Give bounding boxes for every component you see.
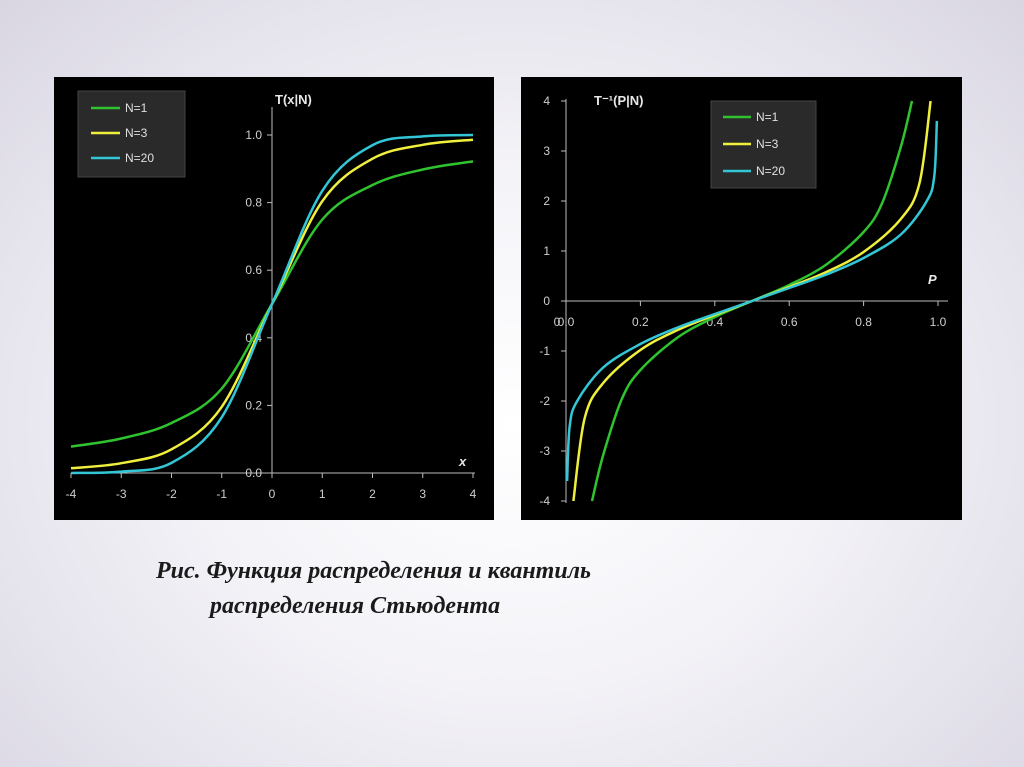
x-tick-label: -3	[116, 487, 127, 501]
y-tick-label: 0	[543, 294, 550, 308]
y-tick-label: 4	[543, 94, 550, 108]
x-tick-label: 1	[319, 487, 326, 501]
y-tick-label: -1	[539, 344, 550, 358]
y-tick-label: 1	[543, 244, 550, 258]
y-tick-label: 0.6	[245, 263, 262, 277]
y-tick-label: 0.0	[245, 466, 262, 480]
legend-label: N=20	[125, 151, 154, 165]
legend-label: N=3	[125, 126, 148, 140]
y-tick-label: 0.2	[245, 398, 262, 412]
x-tick-label: 1.0	[930, 315, 947, 329]
x-axis-label: P	[928, 272, 937, 287]
y-tick-label: 0.8	[245, 196, 262, 210]
x-tick-label: 3	[419, 487, 426, 501]
legend-label: N=1	[125, 101, 148, 115]
y-tick-label: -2	[539, 394, 550, 408]
x-tick-label: -2	[166, 487, 177, 501]
x-tick-label: 0	[269, 487, 276, 501]
x-tick-label: 2	[369, 487, 376, 501]
x-tick-label: -1	[216, 487, 227, 501]
chart-quantile-panel: -4 -3 -2 -1 0 1 2 3 4 0.0 0.2 0.4 0.6 0.8 1.0 0 T⁻¹(P|N)…	[521, 77, 962, 520]
x-origin-label: 0	[554, 315, 561, 329]
x-tick-label: 4	[470, 487, 477, 501]
y-tick-label: 2	[543, 194, 550, 208]
legend-label: N=20	[756, 164, 785, 178]
x-tick-label: -4	[66, 487, 77, 501]
legend-label: N=1	[756, 110, 779, 124]
figure-caption-line2: распределения Стьюдента	[210, 593, 501, 619]
y-tick-label: 3	[543, 144, 550, 158]
series-line-n20	[565, 120, 939, 482]
series-line-n20	[70, 133, 474, 475]
y-tick-label: -3	[539, 444, 550, 458]
y-axis-label: T(x|N)	[275, 92, 312, 107]
chart-cdf-panel: -4 -3 -2 -1 0 1 2 3 4 0.0 0.2 0.4 0.6 0.8 1.0 T(x|N) x N=…	[54, 77, 494, 520]
x-tick-label: 0.6	[781, 315, 798, 329]
y-axis-label: T⁻¹(P|N)	[594, 93, 644, 108]
legend-label: N=3	[756, 137, 779, 151]
x-tick-label: 0.0	[558, 315, 575, 329]
chart-cdf: -4 -3 -2 -1 0 1 2 3 40.00.20.40.60.81.0T(x|N)xN=…	[66, 90, 477, 501]
x-axis-label: x	[458, 454, 467, 469]
x-tick-label: 0.8	[855, 315, 872, 329]
x-tick-label: 0.2	[632, 315, 649, 329]
y-tick-label: -4	[539, 494, 550, 508]
figure-caption-line1: Рис. Функция распределения и квантиль	[156, 558, 591, 584]
y-tick-label: 1.0	[245, 128, 262, 142]
